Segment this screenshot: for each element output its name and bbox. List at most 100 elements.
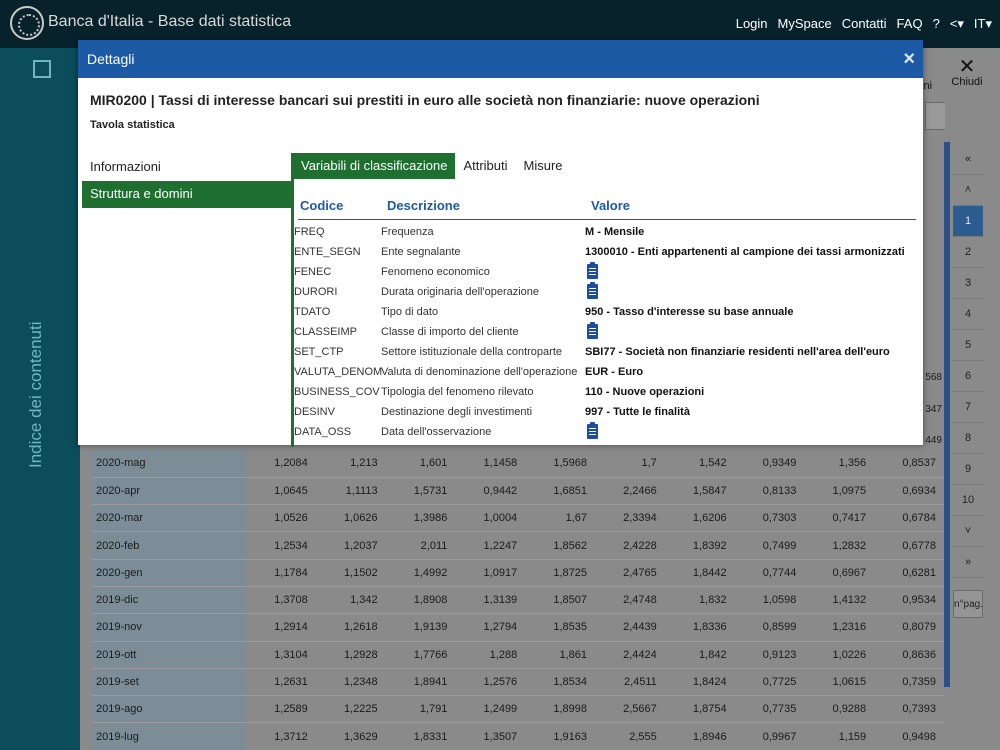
table-cell: 1,3712 — [246, 722, 316, 750]
table-cell: 0,6967 — [804, 559, 875, 587]
table-cell: 1,2247 — [455, 531, 526, 560]
table-cell: 0,7417 — [804, 504, 875, 533]
pager-item[interactable]: 10 — [953, 485, 983, 516]
table-row: 2019-dic 1,3708 1,342 1,8908 1,3139 1,8507 2,4… — [92, 586, 944, 615]
table-cell: 2,4765 — [594, 559, 665, 587]
pager-item[interactable]: 3 — [953, 268, 983, 299]
clipboard-icon[interactable] — [587, 262, 598, 279]
details-row: VALUTA_DENOM Valuta di denominazione dell… — [294, 362, 916, 382]
expand-icon[interactable] — [33, 60, 51, 78]
pager-item[interactable]: » — [953, 547, 983, 578]
row-code: DESINV — [294, 406, 335, 418]
table-cell: 1,9163 — [525, 722, 595, 750]
table-cell: 1,8331 — [385, 722, 456, 750]
table-cell: 0,8636 — [874, 641, 944, 669]
row-code: TDATO — [294, 306, 331, 318]
modal-close-icon[interactable]: × — [903, 48, 915, 70]
clipboard-icon[interactable] — [587, 282, 598, 299]
content-index-label[interactable]: Indice dei contenuti — [26, 321, 45, 469]
tab-misure[interactable]: Misure — [523, 158, 563, 173]
background-close-button[interactable]: ✕ Chiudi — [944, 57, 990, 88]
table-cell: 1,8941 — [385, 668, 456, 697]
tab-attributi[interactable]: Attributi — [463, 158, 508, 173]
page-size-button[interactable]: n°pag. — [953, 590, 983, 618]
table-cell: 1,356 — [804, 450, 875, 478]
row-value: M - Mensile — [585, 226, 644, 238]
table-cell: 0,6784 — [874, 504, 944, 533]
background-data-table: 2020-mag 1,2084 1,213 1,601 1,1458 1,5968 1,7 1… — [92, 450, 944, 750]
row-code: FENEC — [294, 266, 332, 278]
background-partial-column: 568 347 449 — [912, 372, 942, 467]
pager-item[interactable]: 5 — [953, 330, 983, 361]
clipboard-icon[interactable] — [587, 422, 598, 439]
row-code: SET_CTP — [294, 346, 344, 358]
row-description: Durata originaria dell'operazione — [381, 286, 540, 298]
details-row: SET_CTP Settore istituzionale della contr… — [294, 342, 916, 362]
table-cell: 1,67 — [525, 504, 595, 533]
pagination: «˄ 1 2 3 4 5 6 7 8 9 10 ˅» n°pag. — [953, 144, 983, 618]
pager-item[interactable]: 2 — [953, 237, 983, 268]
nav-share-icon[interactable]: <▾ — [949, 16, 964, 31]
table-cell: 2,4748 — [594, 586, 665, 615]
row-value-code: SBI77 — [585, 346, 616, 358]
table-cell: 1,1113 — [315, 477, 386, 506]
table-cell: 2,555 — [594, 722, 665, 750]
table-cell: 0,7359 — [874, 668, 944, 697]
details-row: BUSINESS_COV Tipologia del fenomeno rilev… — [294, 382, 916, 402]
pager-item[interactable]: 8 — [953, 423, 983, 454]
row-value-separator: - — [608, 366, 619, 378]
row-value-label: Tutte le finalità — [613, 406, 690, 418]
pager-item[interactable]: ˄ — [953, 175, 983, 206]
table-cell: 0,7735 — [734, 695, 805, 724]
pager-item[interactable]: 4 — [953, 299, 983, 330]
background-search-input[interactable] — [925, 102, 945, 130]
row-value-separator: - — [594, 226, 604, 238]
nav-login[interactable]: Login — [735, 16, 768, 31]
table-cell: 0,8537 — [874, 450, 944, 478]
pager-item[interactable]: 9 — [953, 454, 983, 485]
table-row: 2020-mag 1,2084 1,213 1,601 1,1458 1,5968 1,7 1… — [92, 450, 944, 478]
clipboard-icon[interactable] — [587, 322, 598, 339]
table-cell: 1,8392 — [664, 531, 735, 560]
row-code: VALUTA_DENOM — [294, 366, 383, 378]
table-cell: 1,601 — [385, 450, 456, 478]
bank-logo-icon[interactable] — [10, 6, 44, 40]
pager-item[interactable]: 6 — [953, 361, 983, 392]
table-row: 2019-lug 1,3712 1,3629 1,8331 1,3507 1,9163 2,… — [92, 722, 944, 750]
details-row: DURORI Durata originaria dell'operazione — [294, 282, 916, 302]
table-cell: 0,7499 — [734, 531, 805, 560]
table-cell: 1,861 — [525, 641, 595, 669]
pager-item[interactable]: ˅ — [953, 516, 983, 547]
table-cell: 1,2316 — [804, 613, 875, 642]
nav-language[interactable]: IT▾ — [973, 16, 992, 31]
nav-faq[interactable]: FAQ — [896, 16, 923, 31]
details-row: DATA_OSS Data dell'osservazione — [294, 422, 916, 442]
table-cell: 1,213 — [315, 450, 386, 478]
table-cell: 1,8562 — [525, 531, 595, 560]
row-description: Valuta di denominazione dell'operazione — [381, 366, 578, 378]
table-cell: 1,6206 — [664, 504, 735, 533]
details-table-header: Codice Descrizione Valore — [298, 194, 916, 220]
nav-myspace[interactable]: MySpace — [777, 16, 832, 31]
row-date: 2020-feb — [92, 531, 246, 560]
tab-variabili-classificazione[interactable]: Variabili di classificazione — [293, 153, 456, 179]
table-cell: 1,2225 — [315, 695, 386, 724]
details-row: CLASSEIMP Classe di importo del cliente — [294, 322, 916, 342]
menu-item-struttura-domini[interactable]: Struttura e domini — [82, 181, 292, 208]
pager-item[interactable]: « — [953, 144, 983, 175]
column-header-value: Valore — [591, 198, 631, 213]
app-title[interactable]: Banca d'Italia - Base dati statistica — [48, 13, 292, 30]
table-cell: 0,7393 — [874, 695, 944, 724]
pager-item[interactable]: 1 — [953, 206, 983, 237]
row-value-separator: - — [615, 346, 626, 358]
pager-item[interactable]: 7 — [953, 392, 983, 423]
table-cell: 1,3507 — [455, 722, 526, 750]
table-cell: 1,2832 — [804, 531, 875, 560]
close-label: Chiudi — [951, 76, 983, 88]
table-cell: 1,4132 — [804, 586, 875, 615]
nav-contatti[interactable]: Contatti — [841, 16, 887, 31]
nav-help[interactable]: ? — [932, 16, 940, 31]
row-value-code: 997 — [585, 406, 604, 418]
menu-item-informazioni[interactable]: Informazioni — [90, 159, 161, 174]
table-cell: 1,2534 — [246, 531, 316, 560]
